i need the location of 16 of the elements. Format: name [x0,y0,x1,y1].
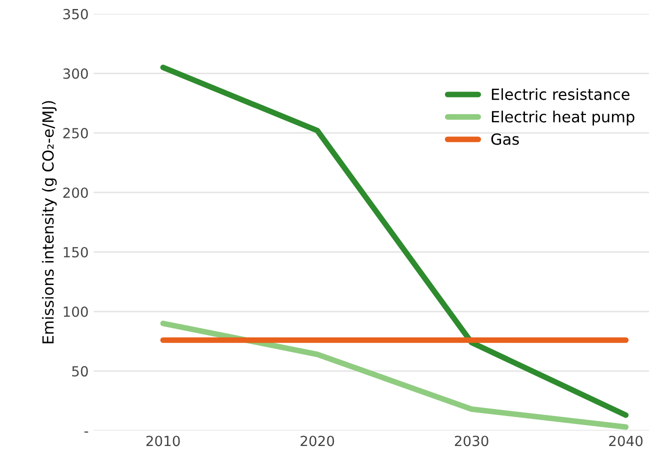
y-tick-label: 50 [72,366,88,377]
y-tick-label: - [84,432,88,433]
y-tick-label: 200 [63,187,88,198]
y-tick-label: 250 [63,128,88,138]
y-tick-label: 350 [63,8,88,20]
x-tick-label: 2040 [609,436,643,446]
x-tick-label: 2020 [300,436,334,446]
x-tick-label: 2030 [454,436,488,446]
y-tick-label: 100 [64,306,88,318]
y-axis-title: Emissions intensity (g CO₂-e/MJ) [42,101,57,344]
y-tick-label: 300 [63,68,88,79]
legend-label: Electric resistance [492,88,630,100]
legend-label: Gas [491,133,519,145]
y-tick-label: 150 [64,246,88,258]
x-tick-label: 2010 [146,436,180,446]
legend-label: Electric heat pump [492,110,634,126]
